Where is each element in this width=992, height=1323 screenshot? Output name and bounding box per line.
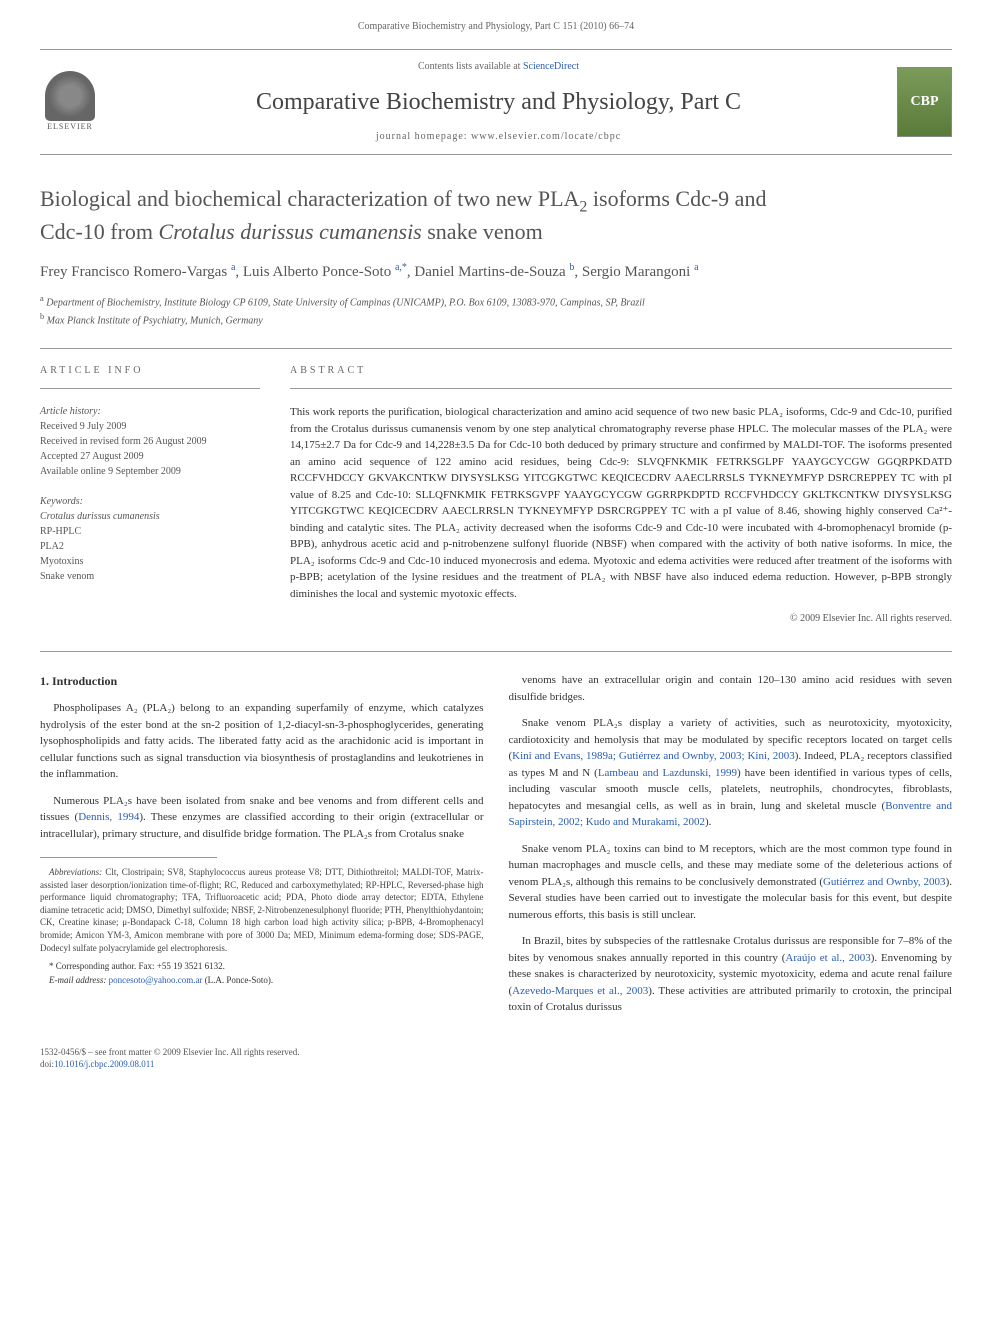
title-line2-post: snake venom: [422, 219, 543, 244]
intro-p6: In Brazil, bites by subspecies of the ra…: [509, 933, 953, 1016]
footnote-separator: [40, 857, 217, 858]
keyword-3: PLA2: [40, 541, 64, 552]
homepage-url: www.elsevier.com/locate/cbpc: [471, 131, 621, 142]
email-line: E-mail address: poncesoto@yahoo.com.ar (…: [40, 974, 484, 988]
sciencedirect-link[interactable]: ScienceDirect: [523, 61, 579, 72]
journal-header: ELSEVIER Contents lists available at Sci…: [40, 49, 952, 155]
homepage-prefix: journal homepage:: [376, 131, 471, 142]
journal-title: Comparative Biochemistry and Physiology,…: [100, 86, 897, 120]
history-revised: Received in revised form 26 August 2009: [40, 436, 207, 447]
divider: [40, 388, 260, 389]
affiliation-a: a Department of Biochemistry, Institute …: [40, 293, 952, 310]
body-col-right: venoms have an extracellular origin and …: [509, 672, 953, 1026]
author-3-sup: b: [569, 262, 574, 273]
corresponding-author: * Corresponding author. Fax: +55 19 3521…: [40, 960, 484, 974]
authors: Frey Francisco Romero-Vargas a, Luis Alb…: [40, 261, 952, 283]
abstract-copyright: © 2009 Elsevier Inc. All rights reserved…: [290, 612, 952, 626]
history-received: Received 9 July 2009: [40, 421, 126, 432]
journal-homepage: journal homepage: www.elsevier.com/locat…: [100, 130, 897, 144]
author-1-sup: a: [231, 262, 235, 273]
email-name: (L.A. Ponce-Soto).: [202, 975, 273, 985]
contents-line: Contents lists available at ScienceDirec…: [100, 60, 897, 74]
history-label: Article history:: [40, 406, 101, 417]
running-header: Comparative Biochemistry and Physiology,…: [40, 20, 952, 34]
divider: [40, 348, 952, 349]
divider: [290, 388, 952, 389]
email-link[interactable]: poncesoto@yahoo.com.ar: [109, 975, 203, 985]
elsevier-label: ELSEVIER: [47, 121, 93, 132]
divider: [40, 651, 952, 652]
author-2: Luis Alberto Ponce-Soto: [243, 264, 391, 280]
ref-araujo-2003[interactable]: Araújo et al., 2003: [785, 952, 870, 964]
info-abstract-row: ARTICLE INFO Article history: Received 9…: [40, 364, 952, 626]
author-4-sup: a: [694, 262, 698, 273]
keywords-label: Keywords:: [40, 496, 83, 507]
history-block: Article history: Received 9 July 2009 Re…: [40, 404, 260, 479]
article-info: ARTICLE INFO Article history: Received 9…: [40, 364, 260, 626]
journal-center: Contents lists available at ScienceDirec…: [100, 60, 897, 144]
keyword-5: Snake venom: [40, 571, 94, 582]
body-columns: 1. Introduction Phospholipases A₂ (PLA₂)…: [40, 672, 952, 1026]
ref-azevedo-2003[interactable]: Azevedo-Marques et al., 2003: [512, 985, 648, 997]
article-title: Biological and biochemical characterizat…: [40, 185, 952, 247]
elsevier-logo: ELSEVIER: [40, 67, 100, 137]
ref-lambeau[interactable]: Lambeau and Lazdunski, 1999: [598, 767, 737, 779]
intro-p5: Snake venom PLA₂ toxins can bind to M re…: [509, 841, 953, 924]
abbrev-text: Clt, Clostripain; SV8, Staphylococcus au…: [40, 867, 484, 953]
keywords-block: Keywords: Crotalus durissus cumanensis R…: [40, 494, 260, 584]
history-online: Available online 9 September 2009: [40, 466, 181, 477]
intro-p4: Snake venom PLA₂s display a variety of a…: [509, 715, 953, 831]
history-accepted: Accepted 27 August 2009: [40, 451, 144, 462]
intro-heading: 1. Introduction: [40, 672, 484, 690]
keyword-1: Crotalus durissus cumanensis: [40, 511, 160, 522]
author-4: Sergio Marangoni: [582, 264, 690, 280]
contents-prefix: Contents lists available at: [418, 61, 523, 72]
title-line1-post: isoforms Cdc-9 and: [587, 186, 766, 211]
affiliations: a Department of Biochemistry, Institute …: [40, 293, 952, 328]
author-3: Daniel Martins-de-Souza: [414, 264, 565, 280]
footer-left: 1532-0456/$ – see front matter © 2009 El…: [40, 1046, 300, 1071]
article-info-heading: ARTICLE INFO: [40, 364, 260, 378]
keyword-2: RP-HPLC: [40, 526, 81, 537]
abbrev-label: Abbreviations:: [49, 867, 102, 877]
ref-kini-evans[interactable]: Kini and Evans, 1989a; Gutiérrez and Own…: [512, 750, 795, 762]
journal-cover-icon: CBP: [897, 67, 952, 137]
abbreviations-footnote: Abbreviations: Clt, Clostripain; SV8, St…: [40, 866, 484, 954]
title-species: Crotalus durissus cumanensis: [159, 219, 422, 244]
abstract-heading: ABSTRACT: [290, 364, 952, 378]
body-col-left: 1. Introduction Phospholipases A₂ (PLA₂)…: [40, 672, 484, 1026]
author-2-sup: a,*: [395, 262, 407, 273]
intro-p3: venoms have an extracellular origin and …: [509, 672, 953, 705]
abstract-column: ABSTRACT This work reports the purificat…: [290, 364, 952, 626]
doi-link[interactable]: 10.1016/j.cbpc.2009.08.011: [54, 1059, 154, 1069]
title-line1-pre: Biological and biochemical characterizat…: [40, 186, 579, 211]
email-label: E-mail address:: [49, 975, 106, 985]
ref-gutierrez-2003[interactable]: Gutiérrez and Ownby, 2003: [823, 876, 946, 888]
author-1: Frey Francisco Romero-Vargas: [40, 264, 227, 280]
intro-p1: Phospholipases A₂ (PLA₂) belong to an ex…: [40, 700, 484, 783]
elsevier-tree-icon: [45, 71, 95, 121]
keyword-4: Myotoxins: [40, 556, 83, 567]
abstract-text: This work reports the purification, biol…: [290, 404, 952, 602]
ref-dennis-1994[interactable]: Dennis, 1994: [78, 811, 139, 823]
doi-line: doi:10.1016/j.cbpc.2009.08.011: [40, 1058, 300, 1071]
footer-row: 1532-0456/$ – see front matter © 2009 El…: [40, 1046, 952, 1071]
title-line2-pre: Cdc-10 from: [40, 219, 159, 244]
intro-p2: Numerous PLA₂s have been isolated from s…: [40, 793, 484, 843]
front-matter-line: 1532-0456/$ – see front matter © 2009 El…: [40, 1046, 300, 1059]
affiliation-b: b Max Planck Institute of Psychiatry, Mu…: [40, 311, 952, 328]
